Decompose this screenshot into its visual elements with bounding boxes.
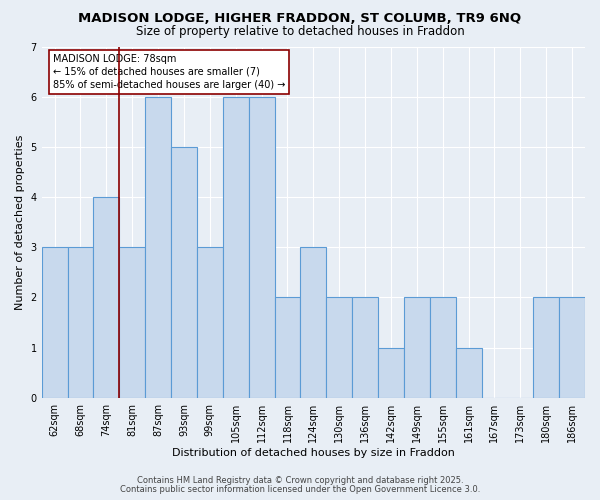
Bar bbox=[455, 348, 482, 398]
Text: MADISON LODGE: 78sqm
← 15% of detached houses are smaller (7)
85% of semi-detach: MADISON LODGE: 78sqm ← 15% of detached h… bbox=[53, 54, 285, 90]
Text: MADISON LODGE, HIGHER FRADDON, ST COLUMB, TR9 6NQ: MADISON LODGE, HIGHER FRADDON, ST COLUMB… bbox=[79, 12, 521, 26]
Text: Contains HM Land Registry data © Crown copyright and database right 2025.: Contains HM Land Registry data © Crown c… bbox=[137, 476, 463, 485]
Bar bbox=[171, 147, 197, 398]
X-axis label: Distribution of detached houses by size in Fraddon: Distribution of detached houses by size … bbox=[172, 448, 455, 458]
Y-axis label: Number of detached properties: Number of detached properties bbox=[15, 134, 25, 310]
Bar bbox=[145, 96, 171, 398]
Bar bbox=[119, 247, 145, 398]
Bar bbox=[326, 298, 352, 398]
Bar bbox=[68, 247, 94, 398]
Bar bbox=[430, 298, 455, 398]
Bar bbox=[248, 96, 275, 398]
Bar bbox=[352, 298, 378, 398]
Text: Contains public sector information licensed under the Open Government Licence 3.: Contains public sector information licen… bbox=[120, 485, 480, 494]
Bar bbox=[275, 298, 301, 398]
Bar bbox=[197, 247, 223, 398]
Bar bbox=[559, 298, 585, 398]
Bar bbox=[41, 247, 68, 398]
Bar bbox=[301, 247, 326, 398]
Bar bbox=[378, 348, 404, 398]
Bar bbox=[94, 197, 119, 398]
Text: Size of property relative to detached houses in Fraddon: Size of property relative to detached ho… bbox=[136, 25, 464, 38]
Bar bbox=[533, 298, 559, 398]
Bar bbox=[223, 96, 248, 398]
Bar bbox=[404, 298, 430, 398]
